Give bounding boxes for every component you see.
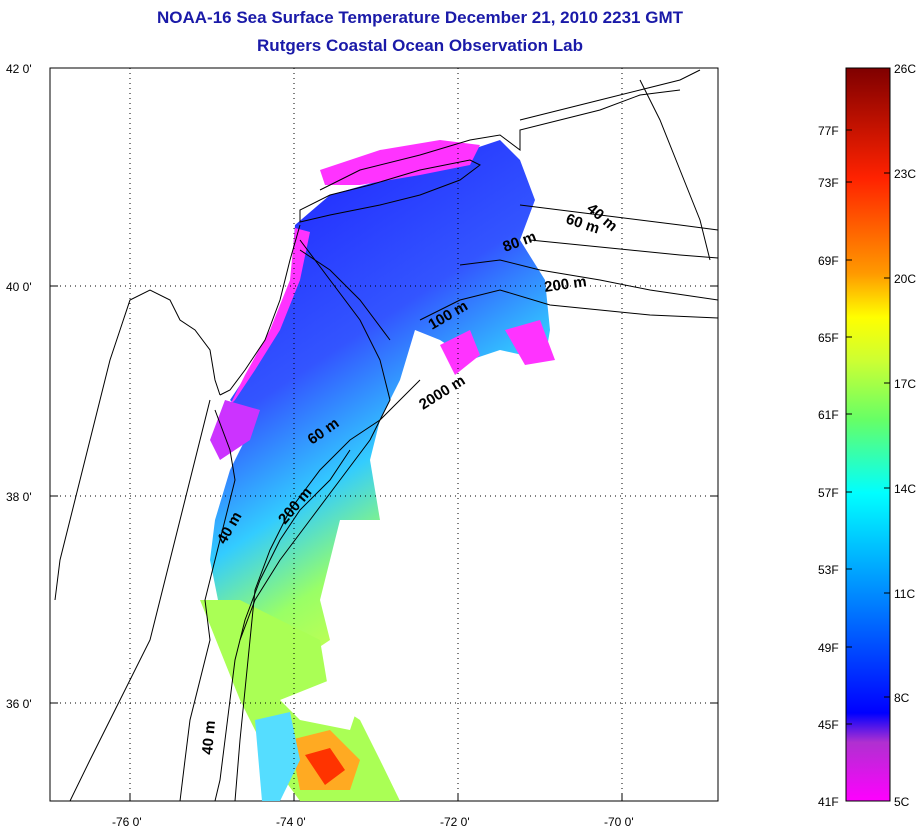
cloud-gap [280,680,360,730]
lat-label-42: 42 0' [6,62,32,76]
contour-label-40m-south: 40 m [199,720,219,756]
cool-patch [255,712,300,801]
colorbar-c-14: 14C [894,482,916,496]
colorbar-f-77: 77F [818,124,839,138]
colorbar-c-11: 11C [894,587,915,601]
cold-fringe-east [505,320,555,365]
gulf-stream-core [305,748,345,785]
cold-fringe [440,330,480,375]
bathymetry-contours [214,204,718,801]
map-axis-ticks [50,285,718,801]
colorbar-f-65: 65F [818,331,839,345]
colorbar-f-73: 73F [818,176,839,190]
map-subtitle: Rutgers Coastal Ocean Observation Lab [257,36,583,55]
colorbar-f-69: 69F [818,254,839,268]
coastline [54,69,711,801]
long-island-sound-cold [320,140,480,185]
contour-label-200m-ne: 200 m [543,273,587,296]
colorbar-celsius-ticks [846,129,890,725]
colorbar-c-5: 5C [894,795,910,809]
colorbar-c-17: 17C [894,377,916,391]
lat-lon-grid [50,68,718,801]
temperature-colorbar [845,67,891,802]
lon-label-70: -70 0' [604,815,634,829]
colorbar-f-61: 61F [818,408,839,422]
lon-label-74: -74 0' [276,815,306,829]
colorbar-f-45: 45F [818,718,839,732]
lat-label-40: 40 0' [6,280,32,294]
lat-label-38: 38 0' [6,490,32,504]
cold-water-patch [210,400,260,460]
colorbar-c-23: 23C [894,167,916,181]
map-title: NOAA-16 Sea Surface Temperature December… [157,8,683,27]
lon-label-72: -72 0' [440,815,470,829]
lon-label-76: -76 0' [112,815,142,829]
colorbar-f-53: 53F [818,563,839,577]
colorbar-c-26: 26C [894,62,916,76]
colorbar-c-8: 8C [894,691,910,705]
sst-imagery: 40 m 60 m 80 m 200 m 100 m 2000 m 60 m 2… [50,68,718,801]
lat-label-36: 36 0' [6,697,32,711]
cold-coastal-band [230,228,310,405]
colorbar-f-57: 57F [818,486,839,500]
colorbar-f-41: 41F [818,795,839,809]
colorbar-c-20: 20C [894,272,916,286]
colorbar-f-49: 49F [818,641,839,655]
